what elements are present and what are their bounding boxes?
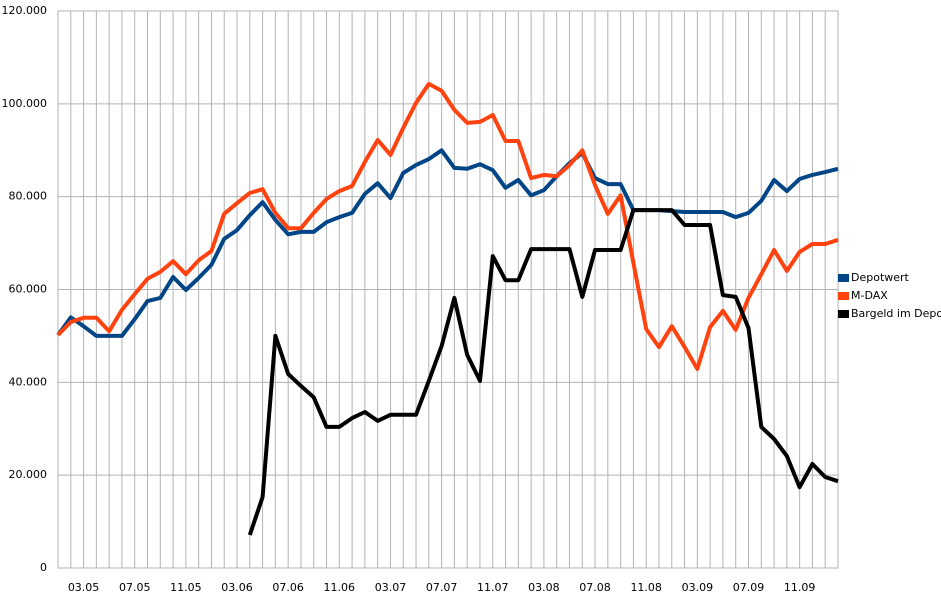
x-tick-label: 03.06 [221, 581, 253, 594]
x-tick-label: 03.05 [68, 581, 100, 594]
x-tick-label: 03.07 [375, 581, 407, 594]
legend-label: Bargeld im Depot [851, 307, 941, 320]
y-tick-label: 60.000 [9, 283, 48, 296]
series-line [247, 208, 839, 536]
series-line [56, 148, 839, 338]
legend-swatch [838, 292, 849, 300]
x-tick-label: 07.08 [579, 581, 611, 594]
x-tick-label: 07.07 [426, 581, 458, 594]
x-tick-label: 07.06 [272, 581, 304, 594]
x-tick-label: 11.08 [630, 581, 662, 594]
plot-frame [57, 10, 839, 569]
legend-swatch [838, 310, 849, 318]
legend-label: M-DAX [851, 289, 888, 302]
x-tick-label: 11.07 [477, 581, 509, 594]
x-tick-label: 11.05 [170, 581, 202, 594]
y-tick-label: 40.000 [9, 375, 48, 388]
legend-swatch [838, 274, 849, 282]
x-tick-label: 03.08 [528, 581, 560, 594]
x-tick-label: 07.09 [733, 581, 765, 594]
x-tick-label: 03.09 [682, 581, 714, 594]
x-tick-label: 11.06 [324, 581, 356, 594]
legend-label: Depotwert [851, 271, 910, 284]
y-tick-label: 20.000 [9, 468, 48, 481]
y-tick-label: 80.000 [9, 190, 48, 203]
y-tick-label: 0 [40, 561, 47, 574]
y-tick-label: 100.000 [2, 97, 48, 110]
x-tick-label: 07.05 [119, 581, 151, 594]
x-tick-label: 11.09 [784, 581, 816, 594]
series-line [56, 81, 839, 371]
y-tick-label: 120.000 [2, 4, 48, 17]
